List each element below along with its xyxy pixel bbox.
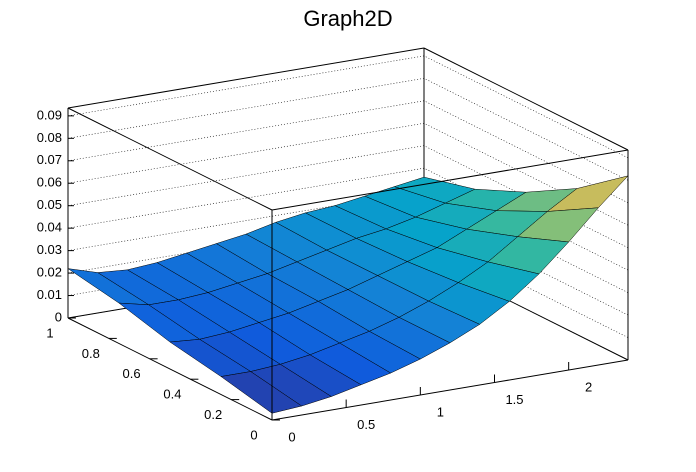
z-tick-label: 0.02 <box>37 265 62 280</box>
x-tick-label: 1 <box>437 404 444 419</box>
x-tick-label: 2 <box>585 379 592 394</box>
z-tick-label: 0.09 <box>37 107 62 122</box>
grid-line <box>67 190 629 293</box>
z-tick-label: 0.06 <box>37 175 62 190</box>
grid-line <box>67 100 629 204</box>
z-tick-label: 0.08 <box>37 130 62 145</box>
z-tick-label: 0 <box>55 309 62 324</box>
x-tick-label: 0 <box>288 429 295 444</box>
x-tick-label: 0.5 <box>357 417 375 432</box>
box-edge <box>271 149 629 211</box>
grid-line <box>67 78 629 181</box>
y-tick-label: 0.4 <box>163 387 181 402</box>
z-tick-label: 0.07 <box>37 152 62 167</box>
y-tick-label: 0.8 <box>82 346 100 361</box>
z-tick-label: 0.04 <box>37 220 62 235</box>
y-tick-label: 0 <box>250 427 257 442</box>
surface-cell <box>220 371 303 414</box>
y-tick-label: 1 <box>46 325 53 340</box>
y-tick-label: 0.2 <box>204 407 222 422</box>
grid-line <box>67 55 629 159</box>
box-edge <box>67 107 273 211</box>
x-tick-label: 1.5 <box>505 392 523 407</box>
box-edge <box>67 47 425 109</box>
box-edge <box>423 47 629 151</box>
box-edge <box>67 317 273 421</box>
z-tick-label: 0.03 <box>37 242 62 257</box>
z-tick-label: 0.01 <box>37 287 62 302</box>
y-tick-label: 0.6 <box>123 366 141 381</box>
z-tick-label: 0.05 <box>37 197 62 212</box>
chart-title: Graph2D <box>303 6 392 31</box>
